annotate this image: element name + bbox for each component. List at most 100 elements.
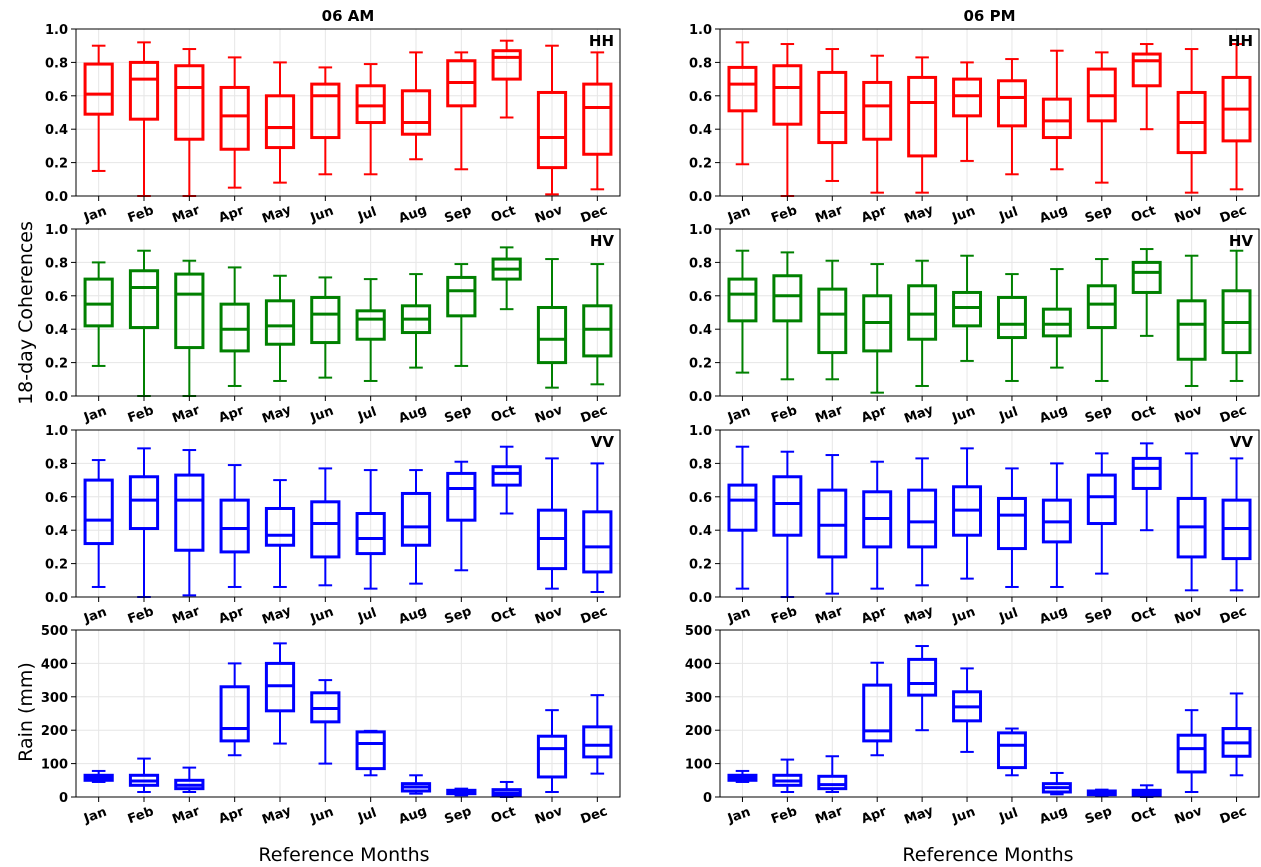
box-aug xyxy=(400,774,432,795)
box-dec xyxy=(582,51,613,191)
box-iqr xyxy=(128,269,160,330)
x-tick-label: Jul xyxy=(997,404,1021,425)
box-iqr xyxy=(1176,733,1207,774)
y-tick-label: 0.0 xyxy=(45,591,68,606)
box-mar xyxy=(817,48,848,182)
subplot-panel: 0 100 200 300 400 500 Jan Feb Mar Apr May Jun Jul Aug… xyxy=(41,624,621,828)
box-iqr xyxy=(817,774,848,791)
x-tick-label: Jul xyxy=(355,805,379,826)
box-oct xyxy=(1131,43,1162,131)
y-tick-label: 0.6 xyxy=(689,290,712,305)
y-tick-label: 0.2 xyxy=(45,357,68,372)
x-tick-label: Jan xyxy=(81,605,109,627)
plot-frame xyxy=(719,228,1260,397)
box-iqr xyxy=(1131,456,1162,490)
y-tick-label: 0.0 xyxy=(689,190,712,205)
y-tick-label: 0.2 xyxy=(689,157,712,172)
box-jan xyxy=(83,459,114,588)
x-tick-label: Sep xyxy=(443,804,474,828)
x-axis-label-left: Reference Months xyxy=(258,844,429,866)
box-iqr xyxy=(536,305,568,365)
box-iqr xyxy=(355,309,386,341)
box-jun xyxy=(310,276,341,379)
box-sep xyxy=(446,263,477,367)
x-tick-label: Nov xyxy=(533,203,565,227)
x-tick-label: Nov xyxy=(533,604,565,628)
box-apr xyxy=(219,464,250,588)
y-tick-label: 0.6 xyxy=(45,290,68,305)
box-nov xyxy=(536,44,568,196)
box-iqr xyxy=(582,82,613,156)
y-tick-label: 0.2 xyxy=(689,558,712,573)
box-iqr xyxy=(355,730,386,771)
x-tick-label: Oct xyxy=(489,604,518,627)
box-sep xyxy=(1086,51,1117,184)
box-iqr xyxy=(862,80,893,141)
x-tick-label: Oct xyxy=(1129,403,1158,426)
x-tick-label: Sep xyxy=(443,203,474,227)
box-iqr xyxy=(1041,307,1072,338)
x-tick-label: Oct xyxy=(489,403,518,426)
box-jan xyxy=(83,769,114,783)
box-iqr xyxy=(727,483,758,532)
x-tick-label: Jul xyxy=(997,204,1021,225)
y-tick-label: 100 xyxy=(41,758,68,773)
y-tick-label: 0.8 xyxy=(689,256,712,271)
subplot-panel: 0.0 0.2 0.4 0.6 0.8 1.0 Jan Feb Mar Apr May Jun Jul A… xyxy=(45,424,621,628)
y-tick-label: 0.8 xyxy=(689,457,712,472)
box-oct xyxy=(1131,442,1162,532)
box-iqr xyxy=(907,657,938,697)
x-tick-label: Mar xyxy=(170,804,202,828)
box-nov xyxy=(536,709,568,793)
x-tick-label: Dec xyxy=(579,804,610,827)
x-tick-label: May xyxy=(260,603,294,627)
y-tick-label: 0.6 xyxy=(45,90,68,105)
x-tick-label: Feb xyxy=(126,804,156,827)
y-tick-label: 0.6 xyxy=(45,491,68,506)
box-jun xyxy=(952,254,983,362)
x-tick-label: Feb xyxy=(769,804,799,827)
box-jan xyxy=(83,261,114,367)
y-tick-label: 1.0 xyxy=(45,424,68,439)
x-tick-label: Mar xyxy=(813,604,845,628)
box-apr xyxy=(862,661,893,757)
box-iqr xyxy=(1176,299,1207,361)
x-tick-label: Jun xyxy=(308,204,336,226)
box-aug xyxy=(400,51,432,161)
box-jul xyxy=(996,273,1027,382)
x-tick-label: May xyxy=(902,803,936,827)
x-tick-label: Jun xyxy=(308,404,336,426)
subplot-panel: 0.0 0.2 0.4 0.6 0.8 1.0 Jan Feb Mar Apr May Jun Jul A… xyxy=(45,223,621,427)
box-oct xyxy=(1131,248,1162,337)
x-tick-label: Apr xyxy=(859,804,889,827)
plot-frame xyxy=(75,629,621,798)
x-tick-label: Jan xyxy=(725,204,753,226)
x-tick-label: Dec xyxy=(1218,604,1249,627)
x-tick-label: May xyxy=(260,803,294,827)
box-jan xyxy=(727,445,758,590)
box-aug xyxy=(1041,462,1072,588)
plot-frame xyxy=(719,429,1260,598)
subplot-panel: 0 100 200 300 400 500 Jan Feb Mar Apr May Jun Jul Aug… xyxy=(685,624,1260,828)
y-tick-label: 1.0 xyxy=(45,223,68,238)
box-oct xyxy=(491,39,522,119)
box-iqr xyxy=(1086,284,1117,330)
x-tick-label: Mar xyxy=(813,203,845,227)
box-iqr xyxy=(817,287,848,355)
x-tick-label: Nov xyxy=(533,804,565,828)
box-apr xyxy=(862,263,893,394)
box-iqr xyxy=(536,90,568,170)
box-aug xyxy=(400,469,432,585)
x-tick-label: Apr xyxy=(859,403,889,426)
box-jun xyxy=(310,467,341,587)
x-tick-label: Jul xyxy=(355,404,379,425)
x-tick-label: Jun xyxy=(949,404,977,426)
box-iqr xyxy=(219,302,250,353)
box-jul xyxy=(996,467,1027,588)
x-tick-label: Jul xyxy=(355,605,379,626)
x-tick-label: May xyxy=(902,202,936,226)
plot-frame xyxy=(719,629,1260,798)
y-tick-label: 1.0 xyxy=(689,23,712,38)
box-feb xyxy=(772,758,803,793)
x-axis-label-right: Reference Months xyxy=(902,844,1073,866)
